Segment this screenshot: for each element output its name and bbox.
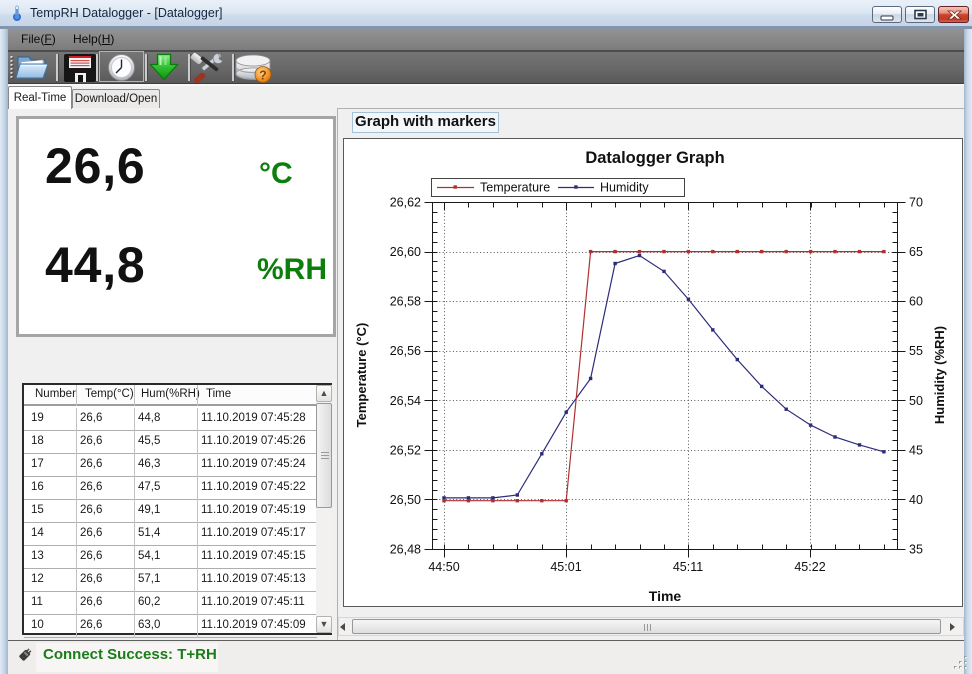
svg-text:40: 40 [909, 493, 923, 507]
svg-text:Humidity (%RH): Humidity (%RH) [932, 326, 947, 424]
svg-text:65: 65 [909, 245, 923, 259]
svg-text:55: 55 [909, 344, 923, 358]
svg-text:26,54: 26,54 [390, 394, 421, 408]
svg-text:50: 50 [909, 394, 923, 408]
svg-text:Humidity: Humidity [600, 181, 649, 195]
svg-text:45:22: 45:22 [794, 560, 825, 574]
svg-text:45:11: 45:11 [673, 560, 703, 574]
svg-text:26,52: 26,52 [390, 443, 421, 457]
svg-text:45:01: 45:01 [550, 560, 581, 574]
svg-text:26,62: 26,62 [390, 196, 421, 210]
svg-text:45: 45 [909, 443, 923, 457]
svg-text:26,56: 26,56 [390, 344, 421, 358]
svg-text:44:50: 44:50 [428, 560, 459, 574]
svg-text:Time: Time [649, 588, 682, 604]
svg-text:26,50: 26,50 [390, 493, 421, 507]
svg-text:Datalogger Graph: Datalogger Graph [585, 149, 724, 167]
svg-text:Temperature (°C): Temperature (°C) [354, 323, 369, 428]
svg-text:60: 60 [909, 295, 923, 309]
svg-text:Temperature: Temperature [480, 181, 550, 195]
svg-text:?: ? [259, 69, 267, 83]
svg-text:35: 35 [909, 543, 923, 557]
svg-text:26,58: 26,58 [390, 295, 421, 309]
svg-text:70: 70 [909, 196, 923, 210]
svg-text:26,48: 26,48 [390, 543, 421, 557]
svg-text:26,60: 26,60 [390, 245, 421, 259]
